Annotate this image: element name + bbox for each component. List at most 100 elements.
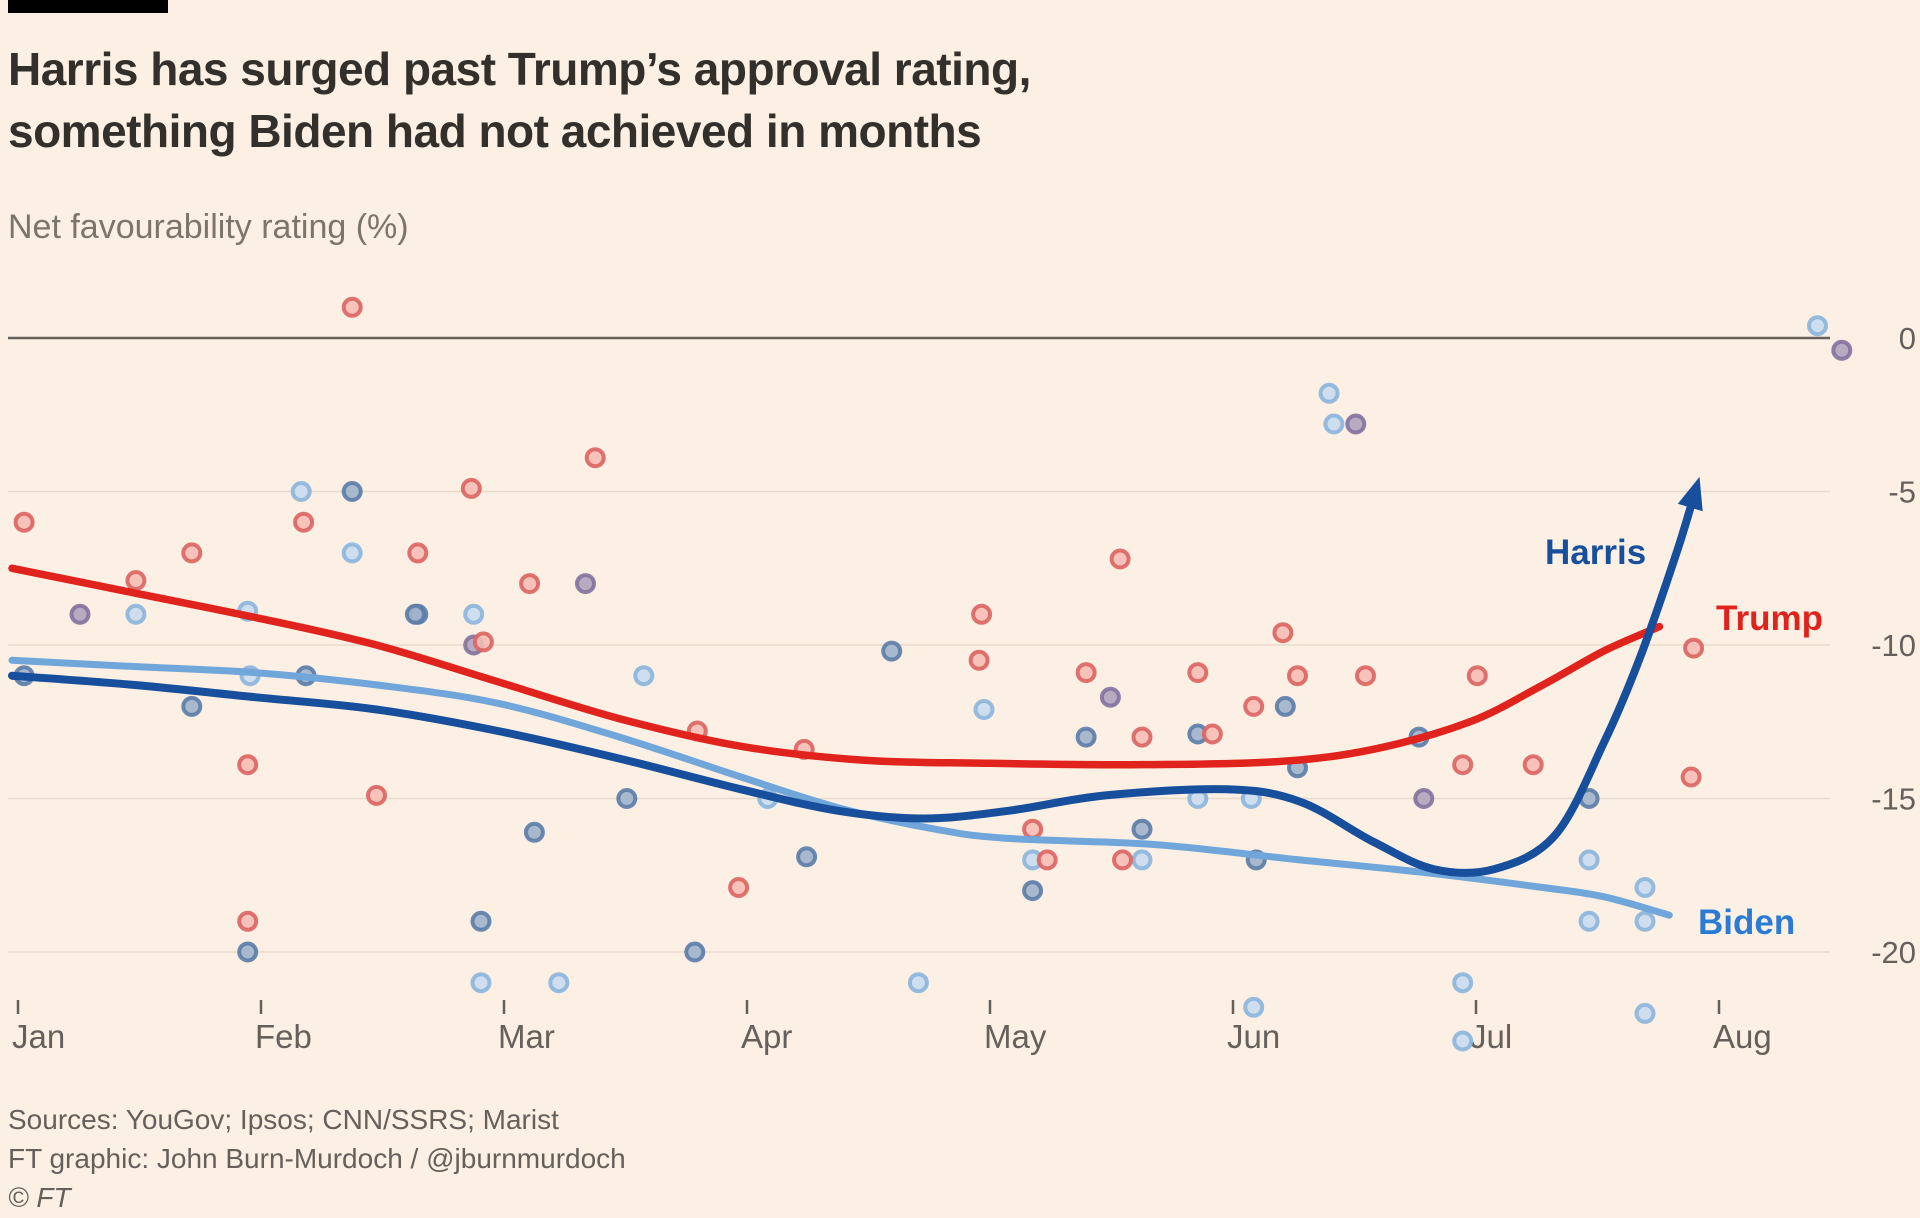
poll-dot xyxy=(1022,880,1044,902)
poll-dot xyxy=(341,296,363,318)
poll-dot xyxy=(1274,695,1296,717)
harris-line xyxy=(8,484,1700,877)
poll-dot xyxy=(293,511,315,533)
poll-dot xyxy=(1131,726,1153,748)
poll-dot xyxy=(341,481,363,502)
poll-dot xyxy=(1634,877,1656,898)
poll-dot xyxy=(1022,818,1044,840)
poll-dot xyxy=(237,754,259,776)
poll-dot xyxy=(470,972,492,994)
poll-dot xyxy=(290,481,312,502)
poll-dot xyxy=(472,631,494,653)
x-axis-label: Jul xyxy=(1470,1018,1512,1055)
poll-dot xyxy=(69,603,91,625)
poll-dot xyxy=(1109,548,1131,570)
poll-dot xyxy=(366,784,387,806)
poll-dot xyxy=(1634,1002,1656,1024)
poll-dot xyxy=(1683,637,1705,659)
poll-dot xyxy=(125,603,147,625)
poll-dot xyxy=(1452,754,1474,776)
sources-line: Sources: YouGov; Ipsos; CNN/SSRS; Marist xyxy=(8,1104,559,1135)
poll-dot xyxy=(684,941,706,963)
poll-dot xyxy=(971,603,993,625)
x-axis-label: Feb xyxy=(255,1018,312,1055)
poll-dot xyxy=(181,542,203,564)
poll-dot xyxy=(460,477,482,499)
poll-dot xyxy=(968,649,990,671)
poll-dot xyxy=(404,603,426,625)
poll-dot xyxy=(728,877,750,898)
poll-dot xyxy=(1413,788,1435,809)
poll-dot xyxy=(548,972,570,994)
poll-dot xyxy=(1287,665,1308,687)
x-axis-label: Mar xyxy=(498,1018,555,1055)
poll-dot xyxy=(1099,686,1121,708)
poll-dot xyxy=(1201,723,1223,745)
trump-line xyxy=(8,564,1664,769)
ft-black-bar xyxy=(8,0,168,13)
y-axis-label: 0 xyxy=(1899,321,1916,356)
x-axis-label: Aug xyxy=(1713,1018,1772,1055)
x-axis-label: Jan xyxy=(12,1018,65,1055)
poll-dot xyxy=(1318,382,1340,404)
poll-dot xyxy=(1131,818,1153,840)
x-axis-label: May xyxy=(984,1018,1047,1055)
poll-dot xyxy=(907,972,929,994)
y-axis-label: -20 xyxy=(1871,935,1916,970)
y-axis-label: -15 xyxy=(1871,782,1916,817)
poll-dot xyxy=(1355,665,1376,687)
poll-dot xyxy=(1272,622,1294,644)
poll-dot xyxy=(523,821,545,843)
poll-dot xyxy=(125,570,147,591)
poll-dot xyxy=(1187,662,1209,684)
chart-footer: Sources: YouGov; Ipsos; CNN/SSRS; Marist… xyxy=(8,1100,626,1217)
poll-dot xyxy=(1831,339,1853,361)
poll-dot xyxy=(1075,662,1097,684)
poll-dot xyxy=(1452,972,1474,994)
poll-dot xyxy=(1323,413,1345,435)
poll-dot xyxy=(1036,849,1058,871)
poll-dot xyxy=(1452,1030,1474,1052)
x-axis-label: Apr xyxy=(741,1018,792,1055)
poll-dot xyxy=(470,910,492,932)
poll-dot xyxy=(1243,695,1265,717)
poll-dot xyxy=(1075,726,1097,748)
poll-dot xyxy=(341,542,363,564)
poll-dot xyxy=(463,603,485,625)
poll-dot xyxy=(1131,849,1153,871)
poll-dot xyxy=(1680,766,1702,788)
harris-series-label: Harris xyxy=(1545,533,1646,572)
copyright-line: © FT xyxy=(8,1182,71,1213)
credit-line: FT graphic: John Burn-Murdoch / @jburnmu… xyxy=(8,1143,626,1174)
poll-dot xyxy=(1578,849,1600,871)
poll-dot xyxy=(584,447,606,469)
chart-subtitle: Net favourability rating (%) xyxy=(8,208,409,246)
trump-series-label: Trump xyxy=(1716,599,1823,638)
poll-dot xyxy=(1578,910,1600,932)
poll-dot xyxy=(575,573,596,595)
poll-dot xyxy=(1243,996,1265,1018)
poll-dot xyxy=(1522,754,1544,776)
poll-dot xyxy=(633,665,655,687)
poll-dot xyxy=(407,542,429,564)
poll-dot xyxy=(1807,315,1828,337)
x-axis-label: Jun xyxy=(1227,1018,1280,1055)
poll-dot xyxy=(1466,665,1488,687)
poll-dot xyxy=(1345,413,1367,435)
y-axis-label: -10 xyxy=(1871,628,1916,663)
poll-dot xyxy=(237,941,259,963)
poll-dot xyxy=(519,573,541,595)
poll-dot xyxy=(237,910,259,932)
poll-dot xyxy=(181,695,203,717)
poll-dot xyxy=(13,511,35,533)
poll-dot xyxy=(616,788,638,809)
harris-arrowhead xyxy=(1677,476,1703,512)
chart-title: Harris has surged past Trump’s approval … xyxy=(8,43,1031,157)
poll-dot xyxy=(881,640,903,662)
poll-dot xyxy=(973,699,995,720)
poll-dot xyxy=(1112,849,1133,871)
poll-dot xyxy=(796,846,818,868)
biden-series-label: Biden xyxy=(1698,903,1795,942)
